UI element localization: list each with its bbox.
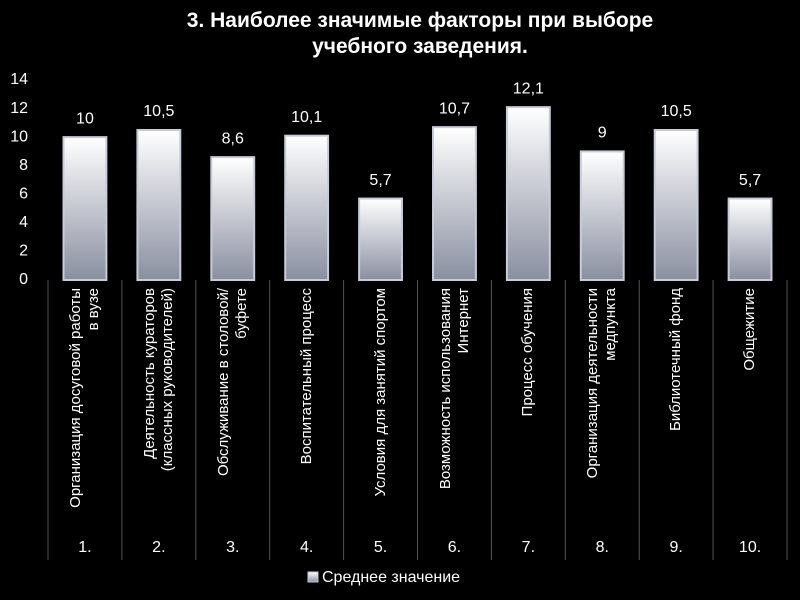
x-group-label: 4. xyxy=(300,539,313,556)
x-tick-label: Процесс обучения xyxy=(519,288,537,417)
data-label: 10,7 xyxy=(439,100,470,117)
legend-label: Среднее значение xyxy=(322,569,460,586)
bar xyxy=(727,197,773,281)
y-tick-label: 4 xyxy=(19,214,28,231)
data-label: 10,1 xyxy=(291,109,322,126)
bar xyxy=(358,197,403,281)
x-tick-label: Воспитательный процесс xyxy=(297,288,315,465)
data-label: 10 xyxy=(76,110,94,127)
x-group-label: 5. xyxy=(374,539,387,556)
x-group-label: 6. xyxy=(448,539,461,556)
x-group-label: 1. xyxy=(78,539,91,556)
bar xyxy=(136,129,182,281)
y-tick-label: 6 xyxy=(19,186,28,203)
y-tick-label: 10 xyxy=(10,128,28,145)
data-label: 8,6 xyxy=(222,130,244,147)
x-group-label: 7. xyxy=(522,539,535,556)
bar xyxy=(62,136,108,281)
x-tick-label: Деятельность кураторов (классных руковод… xyxy=(140,288,176,472)
x-tick-label: Организация деятельности медпункта xyxy=(584,288,620,479)
x-group-label: 9. xyxy=(669,539,682,556)
data-label: 5,7 xyxy=(739,172,761,189)
x-group-label: 10. xyxy=(739,539,761,556)
y-tick-label: 14 xyxy=(10,71,28,88)
x-tick-label: Организация досуговой работы в вузе xyxy=(66,288,102,508)
chart-title: 3. Наиболее значимые факторы при выборе … xyxy=(186,9,654,58)
bar xyxy=(284,134,330,281)
x-tick-label: Общежитие xyxy=(741,288,759,371)
x-group-label: 3. xyxy=(226,539,239,556)
data-label: 10,5 xyxy=(143,103,174,120)
bar xyxy=(432,126,477,282)
x-group-label: 2. xyxy=(152,539,165,556)
y-tick-label: 0 xyxy=(19,271,28,288)
y-tick-label: 8 xyxy=(19,157,28,174)
data-label: 5,7 xyxy=(369,172,391,189)
data-label: 10,5 xyxy=(661,103,692,120)
bar xyxy=(505,106,551,282)
data-label: 9 xyxy=(598,125,607,142)
x-tick-label: Обслуживание в столовой/буфете xyxy=(214,288,250,477)
x-tick-label: Библиотечный фонд xyxy=(667,288,685,431)
legend-swatch xyxy=(307,571,319,583)
x-group-label: 8. xyxy=(596,539,609,556)
bar xyxy=(210,156,256,281)
y-tick-label: 12 xyxy=(10,100,28,117)
data-label: 12,1 xyxy=(513,80,544,97)
x-tick-label: Условия для занятий спортом xyxy=(371,288,389,497)
y-tick-label: 2 xyxy=(19,243,28,260)
bar xyxy=(579,150,625,281)
x-tick-label: Возможность использования Интернет xyxy=(436,288,472,490)
bar xyxy=(653,129,699,281)
